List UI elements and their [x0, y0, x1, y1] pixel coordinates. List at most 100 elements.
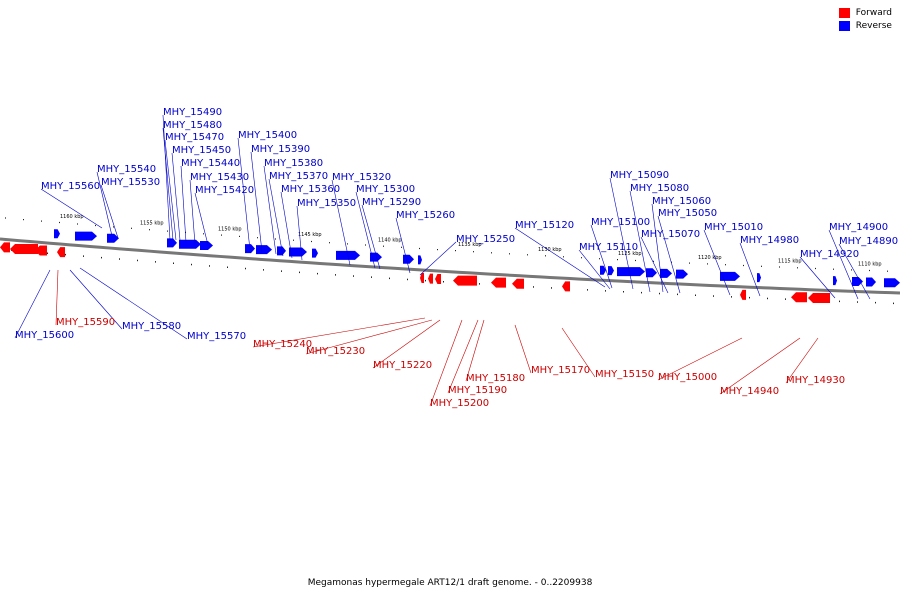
gene-leader-line [355, 191, 376, 269]
gene-leader-line [719, 337, 801, 395]
gene-label: MHY_15360 [281, 184, 340, 195]
scale-dot [455, 250, 456, 252]
gene-label: MHY_15090 [610, 170, 669, 181]
scale-dot [5, 217, 6, 219]
gene-label: MHY_15250 [456, 234, 515, 245]
gene-label: MHY_15300 [356, 184, 415, 195]
gene-label: MHY_15000 [658, 372, 717, 383]
scale-dot [491, 252, 492, 254]
scale-tick-label: 1155 kbp [140, 220, 164, 226]
scale-dot [239, 235, 240, 237]
scale-dot [617, 259, 618, 261]
gene-label: MHY_15220 [373, 360, 432, 371]
gene-leader-line [331, 179, 351, 266]
scale-dot [749, 296, 750, 299]
gene-label: MHY_15320 [332, 172, 391, 183]
gene-leader-line [657, 337, 743, 381]
scale-dot [335, 274, 336, 276]
scale-dot [191, 263, 192, 266]
scale-tick-label: 1115 kbp [778, 258, 802, 264]
scale-dot [389, 277, 390, 280]
gene-label: MHY_15590 [56, 317, 115, 328]
gene-leader-line [171, 152, 181, 241]
gene-label: MHY_14930 [786, 375, 845, 386]
scale-dot [653, 260, 654, 262]
scale-dot [59, 221, 60, 224]
scale-dot [563, 256, 564, 258]
gene-label: MHY_15170 [531, 365, 590, 376]
gene-label: MHY_15580 [122, 321, 181, 332]
scale-dot [119, 258, 120, 260]
gene-arrow [600, 265, 606, 275]
scale-tick-label: 1110 kbp [858, 262, 882, 268]
gene-leader-line [250, 151, 263, 253]
gene-arrow [403, 254, 414, 264]
gene-leader-line [263, 165, 277, 255]
scale-dot [101, 256, 102, 259]
scale-dot [641, 291, 642, 294]
scale-dot [137, 259, 138, 262]
scale-dot [209, 265, 210, 267]
gene-label: MHY_15100 [591, 217, 650, 228]
gene-leader-line [268, 178, 284, 257]
gene-label: MHY_15400 [238, 130, 297, 141]
scale-dot [851, 269, 852, 271]
scale-tick-label: 1135 kbp [458, 242, 482, 248]
gene-leader-line [372, 319, 441, 369]
gene-leader-line [14, 269, 51, 339]
scale-dot [635, 259, 636, 262]
scale-tick-label: 1150 kbp [218, 226, 242, 232]
scale-dot [623, 291, 624, 293]
scale-dot [245, 267, 246, 270]
gene-arrow [256, 245, 272, 255]
scale-dot [317, 272, 318, 275]
gene-leader-line [180, 165, 187, 243]
gene-leader-line [447, 319, 479, 394]
gene-leader-line [252, 317, 426, 348]
gene-arrow [562, 281, 570, 292]
gene-label: MHY_15490 [163, 107, 222, 118]
gene-arrow [866, 277, 876, 287]
scale-dot [443, 281, 444, 283]
gene-leader-line [514, 227, 606, 288]
scale-dot [677, 293, 678, 296]
gene-leader-line [651, 203, 664, 293]
gene-label: MHY_15230 [306, 346, 365, 357]
gene-leader-line [703, 229, 731, 296]
gene-arrow [418, 255, 422, 265]
gene-arrow [200, 240, 213, 250]
scale-dot [707, 263, 708, 265]
scale-dot [23, 219, 24, 221]
gene-arrow [289, 247, 307, 257]
scale-dot [743, 264, 744, 267]
legend-reverse-label: Reverse [855, 21, 892, 31]
gene-arrow [852, 277, 863, 287]
gene-arrow [833, 276, 837, 286]
gene-label: MHY_15110 [579, 242, 638, 253]
gene-arrow [54, 229, 60, 239]
gene-arrow [757, 273, 761, 283]
scale-dot [155, 261, 156, 263]
gene-arrow [57, 247, 65, 258]
gene-label: MHY_15570 [187, 331, 246, 342]
gene-leader-line [465, 319, 485, 382]
legend-forward: Forward [838, 8, 892, 18]
gene-label: MHY_14890 [839, 236, 898, 247]
gene-arrow [420, 273, 424, 284]
scale-dot [425, 279, 426, 282]
gene-leader-line [629, 190, 651, 293]
genome-backbone [0, 237, 900, 295]
gene-leader-line [296, 205, 303, 261]
gene-label: MHY_14940 [720, 386, 779, 397]
gene-label: MHY_15450 [172, 145, 231, 156]
gene-arrow [0, 242, 10, 253]
scale-dot [509, 253, 510, 255]
gene-leader-line [609, 177, 634, 290]
gene-leader-line [189, 179, 196, 245]
scale-dot [797, 267, 798, 269]
gene-label: MHY_15190 [448, 385, 507, 396]
gene-leader-line [785, 337, 819, 384]
forward-swatch [838, 8, 850, 18]
scale-dot [731, 296, 732, 298]
scale-dot [83, 255, 84, 257]
